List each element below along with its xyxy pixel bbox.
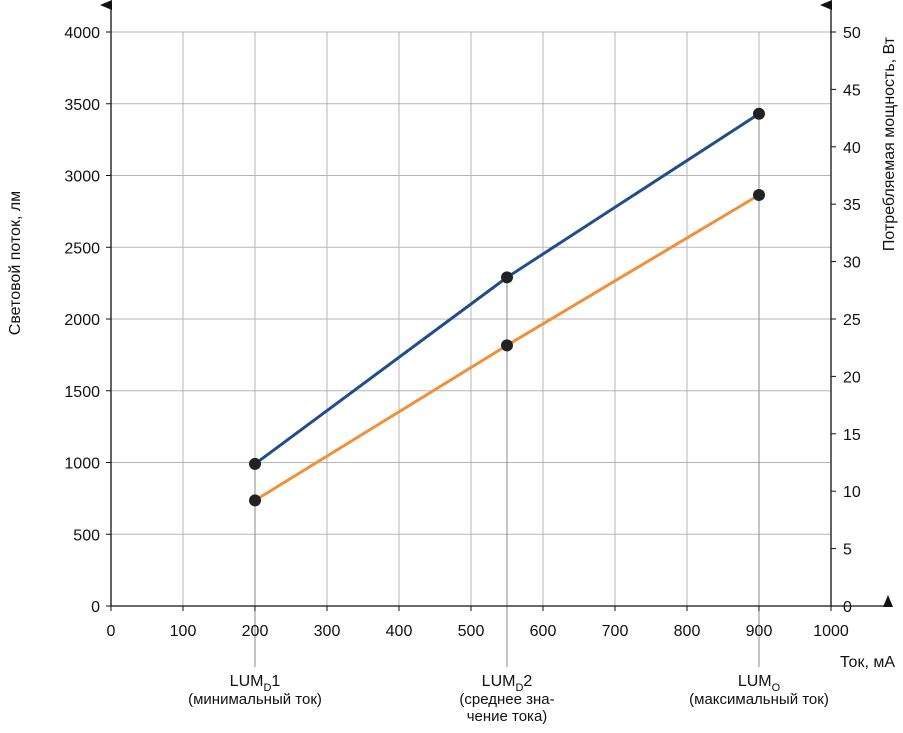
y-axis-left-title: Световой поток, лм bbox=[7, 191, 24, 335]
data-point bbox=[753, 107, 765, 120]
category-description: (среднее зна- bbox=[459, 691, 554, 708]
y-left-tick-label: 2500 bbox=[64, 240, 100, 257]
y-right-tick-label: 35 bbox=[843, 197, 861, 214]
axis-titles: Световой поток, лм Потребляемая мощность… bbox=[7, 36, 898, 671]
tick-labels: 0 100 200 300 400 500 600 700 800 900 100005001000… bbox=[64, 25, 860, 640]
category-description: (максимальный ток) bbox=[689, 691, 829, 708]
y-right-tick-label: 30 bbox=[843, 255, 861, 272]
data-point bbox=[249, 494, 261, 507]
x-tick-label: 800 bbox=[674, 623, 701, 640]
data-point bbox=[753, 189, 765, 202]
x-tick-label: 0 bbox=[107, 623, 116, 640]
x-tick-label: 100 bbox=[170, 623, 197, 640]
axes bbox=[100, 0, 893, 611]
data-point bbox=[249, 457, 261, 470]
category-label: LUMD1 bbox=[230, 673, 281, 694]
y-left-tick-label: 2000 bbox=[64, 312, 100, 329]
y-right-tick-label: 10 bbox=[843, 484, 861, 501]
x-tick-label: 300 bbox=[314, 623, 341, 640]
x-tick-label: 700 bbox=[602, 623, 629, 640]
x-tick-label: 900 bbox=[746, 623, 773, 640]
x-tick-label: 600 bbox=[530, 623, 557, 640]
category-label: LUMO bbox=[738, 673, 781, 694]
category-label: LUMD2 bbox=[482, 673, 533, 694]
y-left-tick-label: 500 bbox=[73, 527, 100, 544]
x-tick-label: 200 bbox=[242, 623, 269, 640]
y-right-tick-label: 0 bbox=[843, 599, 852, 616]
grid bbox=[111, 31, 831, 667]
x-tick-label: 1000 bbox=[813, 623, 849, 640]
y-right-tick-label: 15 bbox=[843, 427, 861, 444]
category-description: чение тока) bbox=[467, 708, 548, 725]
y-left-tick-label: 1000 bbox=[64, 456, 100, 473]
y-right-tick-label: 25 bbox=[843, 312, 861, 329]
y-left-tick-label: 0 bbox=[91, 599, 100, 616]
x-axis-title: Ток, мА bbox=[840, 654, 895, 671]
y-left-tick-label: 3500 bbox=[64, 97, 100, 114]
y-left-tick-label: 4000 bbox=[64, 25, 100, 42]
category-labels: LUMD1(минимальный ток) LUMD2(среднее зна-… bbox=[188, 673, 829, 725]
data-point bbox=[501, 339, 513, 352]
category-description: (минимальный ток) bbox=[188, 691, 322, 708]
x-tick-label: 400 bbox=[386, 623, 413, 640]
y-right-tick-label: 50 bbox=[843, 25, 861, 42]
y-right-tick-label: 45 bbox=[843, 82, 861, 99]
series bbox=[249, 107, 765, 507]
data-point bbox=[501, 271, 513, 284]
y-right-tick-label: 20 bbox=[843, 369, 861, 386]
y-left-tick-label: 3000 bbox=[64, 169, 100, 186]
y-right-tick-label: 40 bbox=[843, 140, 861, 157]
y-left-tick-label: 1500 bbox=[64, 384, 100, 401]
y-axis-right-title: Потребляемая мощность, Вт bbox=[881, 36, 898, 251]
x-tick-label: 500 bbox=[458, 623, 485, 640]
y-right-tick-label: 5 bbox=[843, 542, 852, 559]
